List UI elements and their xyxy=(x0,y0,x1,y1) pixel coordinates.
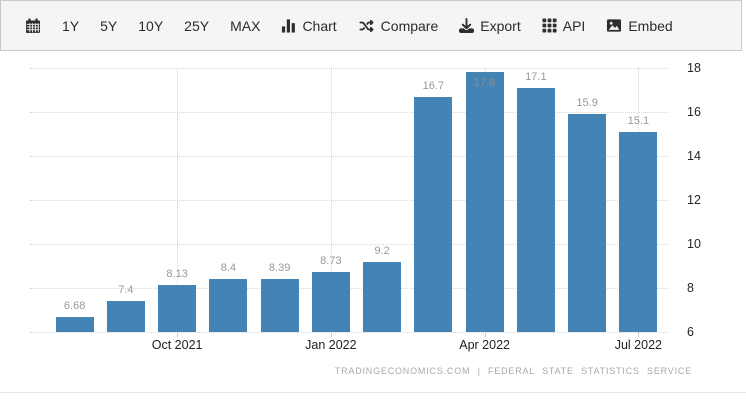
y-axis-tick-label: 18 xyxy=(687,61,701,75)
grid-icon xyxy=(542,18,557,33)
gridline-vertical xyxy=(177,68,179,332)
x-axis-tick-label: Apr 2022 xyxy=(459,338,510,352)
x-axis-tick-mark xyxy=(330,332,332,337)
compare-label: Compare xyxy=(380,17,439,34)
gridline-horizontal xyxy=(30,200,668,201)
range-button-1y[interactable]: 1Y xyxy=(62,19,79,33)
bar-value-label: 8.73 xyxy=(320,254,342,267)
chart-type-label: Chart xyxy=(302,17,337,34)
chart-type-button[interactable]: Chart xyxy=(281,17,337,34)
x-axis-tick-label: Jan 2022 xyxy=(305,338,357,352)
gridline-vertical xyxy=(330,68,332,332)
bar-chart-icon xyxy=(281,18,296,33)
embed-label: Embed xyxy=(628,17,673,34)
bar[interactable] xyxy=(106,301,145,332)
image-icon xyxy=(606,18,622,33)
bar-value-label: 16.7 xyxy=(422,79,445,92)
bar-value-label: 15.1 xyxy=(627,114,650,127)
range-button-label: 1Y xyxy=(62,17,80,34)
x-axis-tick-mark xyxy=(177,332,179,337)
gridline-horizontal xyxy=(30,332,668,333)
y-axis-tick-label: 8 xyxy=(687,281,694,295)
bar-value-label: 17.8 xyxy=(473,77,496,90)
x-axis-tick-label: Jul 2022 xyxy=(614,338,662,352)
bar[interactable] xyxy=(158,285,197,332)
embed-button[interactable]: Embed xyxy=(606,17,673,34)
gridline-horizontal xyxy=(30,112,668,113)
bar[interactable] xyxy=(55,317,94,332)
y-axis-tick-label: 10 xyxy=(687,237,701,251)
bar[interactable] xyxy=(465,72,504,332)
range-button-10y[interactable]: 10Y xyxy=(138,19,163,33)
bar[interactable] xyxy=(311,271,350,332)
gridline-horizontal xyxy=(30,244,668,245)
range-button-label: 10Y xyxy=(138,17,164,34)
bar-value-label: 17.1 xyxy=(525,70,547,83)
bar-value-label: 8.4 xyxy=(220,262,237,275)
bar[interactable] xyxy=(516,87,555,332)
x-axis-tick-mark xyxy=(638,332,640,337)
attribution-text: TRADINGECONOMICS.COM | FEDERAL STATE STA… xyxy=(334,366,692,376)
bar[interactable] xyxy=(619,131,658,332)
toolbar: 1Y 5Y 10Y 25Y MAX Chart xyxy=(0,0,742,51)
bar-value-label: 15.9 xyxy=(576,97,598,110)
y-axis-tick-label: 16 xyxy=(687,105,701,119)
x-axis-tick-mark xyxy=(484,332,486,337)
y-axis-tick-label: 14 xyxy=(687,149,701,163)
x-axis-tick-label: Oct 2021 xyxy=(151,338,203,352)
range-button-max[interactable]: MAX xyxy=(230,19,260,33)
chart-area: TRADINGECONOMICS.COM | FEDERAL STATE STA… xyxy=(0,51,746,402)
api-label: API xyxy=(562,17,586,34)
bar[interactable] xyxy=(363,261,402,332)
export-label: Export xyxy=(480,17,521,34)
bar-value-label: 8.13 xyxy=(166,268,188,281)
gridline-horizontal xyxy=(30,156,668,157)
range-button-5y[interactable]: 5Y xyxy=(100,19,117,33)
range-button-label: MAX xyxy=(230,17,261,34)
y-axis-tick-label: 12 xyxy=(687,193,701,207)
range-button-25y[interactable]: 25Y xyxy=(184,19,209,33)
bar-value-label: 8.39 xyxy=(268,262,291,275)
calendar-button[interactable] xyxy=(25,18,41,34)
shuffle-icon xyxy=(358,19,375,33)
compare-button[interactable]: Compare xyxy=(358,17,439,34)
bar[interactable] xyxy=(209,279,248,332)
api-button[interactable]: API xyxy=(542,17,586,34)
y-axis-tick-label: 6 xyxy=(687,325,694,339)
bar-value-label: 7.4 xyxy=(118,284,134,297)
bottom-divider xyxy=(0,392,746,393)
range-button-label: 25Y xyxy=(184,17,210,34)
bar[interactable] xyxy=(414,96,453,332)
download-icon xyxy=(459,18,475,33)
gridline-horizontal xyxy=(30,68,668,69)
bar-value-label: 6.68 xyxy=(63,300,86,313)
range-button-label: 5Y xyxy=(100,17,118,34)
export-button[interactable]: Export xyxy=(459,17,521,34)
bar[interactable] xyxy=(568,114,607,332)
bar-value-label: 9.2 xyxy=(374,244,390,257)
calendar-icon xyxy=(25,18,41,34)
bar[interactable] xyxy=(260,279,299,332)
